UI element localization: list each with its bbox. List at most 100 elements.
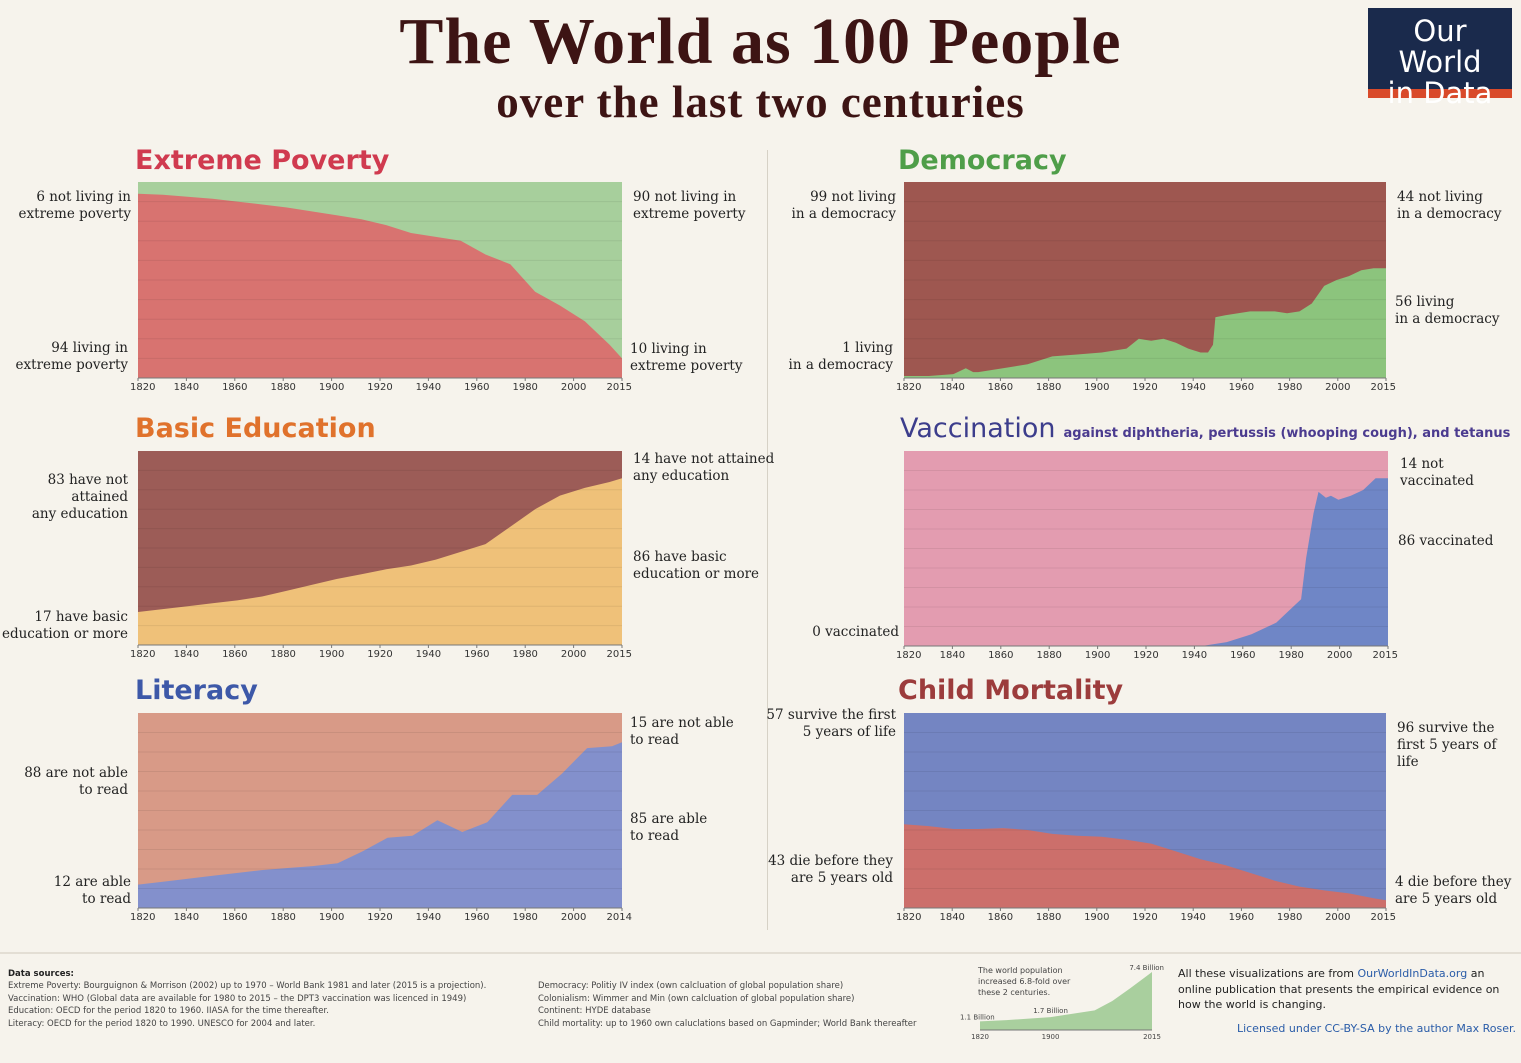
x-tick-label: 1960 [1230, 650, 1255, 661]
x-tick-label: 2000 [561, 382, 586, 393]
x-tick-label: 2000 [561, 912, 586, 923]
x-tick-label: 2000 [1325, 912, 1350, 923]
x-tick-label: 1980 [512, 382, 537, 393]
sources-right-column: Democracy: Politiy IV index (own calclua… [538, 980, 958, 1030]
vaccination-title-note: against diphtheria, pertussis (whooping … [1063, 426, 1511, 441]
x-tick-label: 1920 [1132, 382, 1157, 393]
poverty-chart: 1820 1840 1860 1880 1900 1920 1940 1960 1980 2000… [130, 182, 632, 393]
source-line: Continent: HYDE database [538, 1006, 651, 1016]
mortality-chart: 1820 1840 1860 1880 1900 1920 1940 1960 1980 2000… [896, 713, 1396, 923]
x-tick-label: 1900 [1085, 650, 1110, 661]
x-tick-label: 1860 [222, 382, 247, 393]
x-tick-label: 1820 [896, 382, 921, 393]
column-divider [767, 150, 768, 930]
source-line: Vaccination: WHO (Global data are availa… [8, 993, 467, 1004]
democracy-label-top-right: 44 not living in a democracy [1397, 189, 1502, 222]
source-line: Literacy: OECD for the period 1820 to 19… [8, 1018, 316, 1029]
x-tick-label: 1900 [1084, 912, 1109, 923]
population-mid-label: 1.7 Billion [1033, 1007, 1068, 1015]
x-tick-label: 1840 [939, 382, 964, 393]
footer-divider [0, 952, 1521, 954]
education-title: Basic Education [135, 413, 376, 444]
x-tick-label: 1900 [319, 649, 344, 660]
democracy-title: Democracy [898, 145, 1067, 176]
x-tick-label: 1940 [1180, 382, 1205, 393]
source-line: Child mortality: up to 1960 own caluclat… [538, 1018, 917, 1029]
population-note: The world population increased 6.8-fold … [978, 966, 1071, 997]
vaccination-label-top-right: 14 not vaccinated [1400, 456, 1474, 489]
literacy-chart: 1820 1840 1860 1880 1900 1920 1940 1960 1980 2000… [130, 713, 632, 923]
population-x-tick-label: 1820 [971, 1033, 989, 1041]
x-tick-label: 1880 [270, 649, 295, 660]
x-tick-label: 1860 [988, 650, 1013, 661]
poverty-label-top-right: 90 not living in extreme poverty [633, 189, 746, 222]
owid-logo[interactable]: Our World in Data [1368, 8, 1512, 109]
x-tick-label: 1860 [222, 912, 247, 923]
democracy-label-bottom-left: 1 living in a democracy [788, 340, 893, 373]
series-area-are-able-to-read [138, 742, 622, 908]
x-tick-label: 1920 [1132, 912, 1157, 923]
poverty-label-top-left: 6 not living in extreme poverty [18, 189, 131, 222]
x-tick-label: 1860 [222, 649, 247, 660]
x-tick-label: 1880 [1036, 912, 1061, 923]
democracy-chart: 1820 1840 1860 1880 1900 1920 1940 1960 1980 2000… [896, 182, 1396, 393]
x-tick-label: 1940 [416, 649, 441, 660]
series-area-have-basic-education-or-more [138, 478, 622, 645]
page-title: The World as 100 People [399, 5, 1122, 78]
sources-heading: Data sources: [8, 969, 74, 979]
population-area [980, 972, 1152, 1030]
vaccination-label-bottom-left: 0 vaccinated [812, 624, 899, 640]
x-tick-label: 1900 [319, 912, 344, 923]
x-tick-label: 2014 [607, 912, 632, 923]
population-start-label: 1.1 Billion [960, 1013, 995, 1021]
x-tick-label: 1820 [130, 649, 155, 660]
mortality-label-bottom-right: 4 die before they are 5 years old [1395, 874, 1512, 907]
x-tick-label: 1920 [367, 912, 392, 923]
about-text: All these visualizations are from OurWor… [1178, 966, 1516, 1013]
population-end-label: 7.4 Billion [1129, 964, 1164, 972]
poverty-title: Extreme Poverty [135, 145, 390, 176]
vaccination-title-row: Vaccination against diphtheria, pertussis… [900, 413, 1510, 444]
series-area-die-before-they-are-5-years-old [904, 824, 1386, 908]
x-tick-label: 1820 [896, 912, 921, 923]
x-tick-label: 1900 [1084, 382, 1109, 393]
x-tick-label: 1980 [512, 649, 537, 660]
x-tick-label: 2015 [1371, 382, 1396, 393]
x-tick-label: 1880 [270, 912, 295, 923]
literacy-label-top-right: 15 are not able to read [630, 715, 734, 748]
logo-line-2: in Data [1387, 76, 1493, 110]
population-x-tick-label: 1900 [1042, 1033, 1060, 1041]
about-suffix: an online publication that presents the … [1178, 967, 1500, 1011]
vaccination-chart: 1820 1840 1860 1880 1900 1920 1940 1960 1980 2000… [896, 451, 1398, 661]
x-tick-label: 1940 [1180, 912, 1205, 923]
x-tick-label: 1980 [1278, 650, 1303, 661]
page-subtitle: over the last two centuries [496, 77, 1025, 127]
education-label-top-left: 83 have not attained any education [31, 472, 128, 522]
x-tick-label: 1880 [270, 382, 295, 393]
x-tick-label: 1880 [1036, 382, 1061, 393]
x-tick-label: 2000 [561, 649, 586, 660]
x-tick-label: 1940 [1182, 650, 1207, 661]
education-label-bottom-left: 17 have basic education or more [1, 609, 128, 642]
source-line: Colonialism: Wimmer and Min (own calclua… [538, 993, 855, 1004]
x-tick-label: 1920 [367, 649, 392, 660]
education-label-bottom-right: 86 have basic education or more [633, 549, 760, 582]
owid-link[interactable]: OurWorldInData.org [1357, 967, 1468, 980]
logo-line-1: Our World [1398, 14, 1482, 79]
x-tick-label: 1920 [367, 382, 392, 393]
mortality-label-top-left: 57 survive the first 5 years of life [766, 707, 896, 740]
license-link[interactable]: Licensed under CC-BY-SA by the author Ma… [1236, 1022, 1516, 1035]
series-area-living-in-extreme-poverty [138, 193, 622, 378]
x-tick-label: 1840 [174, 382, 199, 393]
literacy-label-bottom-right: 85 are able to read [630, 811, 708, 844]
population-chart: 1.1 Billion 1.7 Billion 7.4 Billion 1820 190… [960, 964, 1164, 1041]
vaccination-label-bottom-right: 86 vaccinated [1398, 533, 1494, 549]
population-x-tick-label: 2015 [1143, 1033, 1161, 1041]
mortality-label-bottom-left: 43 die before they are 5 years old [768, 853, 893, 886]
x-tick-label: 2015 [607, 382, 632, 393]
sources-left-column: Extreme Poverty: Bourguignon & Morrison … [8, 980, 528, 1030]
vaccination-title: Vaccination [900, 413, 1056, 444]
mortality-label-top-right: 96 survive the first 5 years of life [1397, 720, 1497, 770]
education-label-top-right: 14 have not attained any education [633, 451, 775, 484]
literacy-title: Literacy [135, 675, 258, 706]
